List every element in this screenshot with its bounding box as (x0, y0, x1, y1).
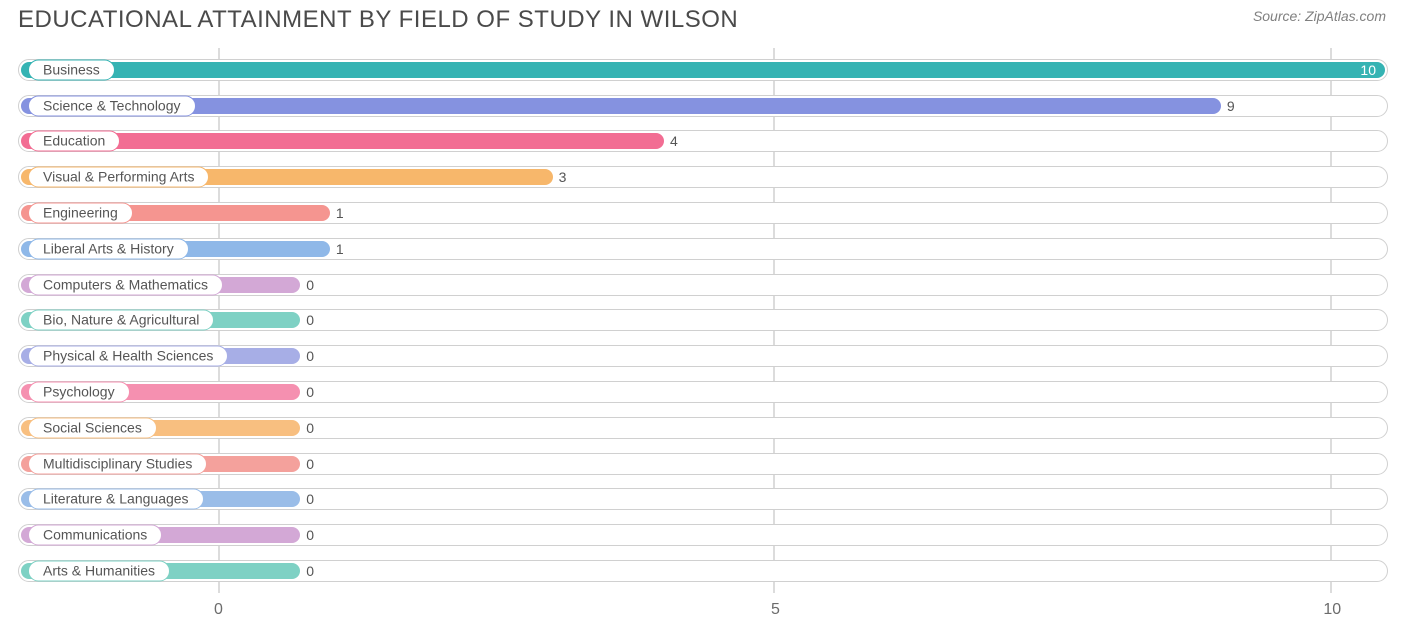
category-label: Literature & Languages (28, 489, 204, 510)
category-label: Bio, Nature & Agricultural (28, 310, 214, 331)
bar-fill (21, 62, 1385, 78)
value-label: 0 (306, 527, 314, 543)
category-label: Psychology (28, 382, 130, 403)
bar-row: Education 4 (18, 128, 1388, 154)
category-label: Science & Technology (28, 95, 196, 116)
x-tick: 0 (214, 601, 223, 619)
value-label: 0 (306, 456, 314, 472)
value-label: 0 (306, 277, 314, 293)
category-label: Liberal Arts & History (28, 238, 189, 259)
category-label: Education (28, 131, 120, 152)
value-label: 0 (306, 563, 314, 579)
bar-row: Arts & Humanities 0 (18, 558, 1388, 584)
bar-rows: Business10Science & Technology9Education… (18, 48, 1388, 593)
value-label: 1 (336, 241, 344, 257)
category-label: Physical & Health Sciences (28, 346, 228, 367)
category-label: Visual & Performing Arts (28, 167, 209, 188)
bar-row: Science & Technology 9 (18, 93, 1388, 119)
category-label: Business (28, 59, 115, 80)
bar-row: Multidisciplinary Studies 0 (18, 451, 1388, 477)
category-label: Computers & Mathematics (28, 274, 223, 295)
bar-row: Psychology 0 (18, 379, 1388, 405)
bar-row: Business 10 (18, 57, 1388, 83)
bar-row: Communications 0 (18, 522, 1388, 548)
bar-row: Literature & Languages 0 (18, 486, 1388, 512)
category-label: Engineering (28, 203, 133, 224)
value-label: 9 (1227, 98, 1235, 114)
value-label: 0 (306, 384, 314, 400)
bar-row: Social Sciences 0 (18, 415, 1388, 441)
bar-row: Visual & Performing Arts 3 (18, 164, 1388, 190)
value-label: 0 (306, 348, 314, 364)
x-tick: 10 (1323, 601, 1341, 619)
bar-row: Physical & Health Sciences 0 (18, 343, 1388, 369)
bar-row: Liberal Arts & History 1 (18, 236, 1388, 262)
value-label: 0 (306, 491, 314, 507)
bar-fill (21, 98, 1221, 114)
bar-row: Computers & Mathematics 0 (18, 272, 1388, 298)
value-label: 1 (336, 205, 344, 221)
source-attribution: Source: ZipAtlas.com (1253, 8, 1386, 24)
category-label: Communications (28, 525, 162, 546)
category-label: Multidisciplinary Studies (28, 453, 207, 474)
bar-row: Bio, Nature & Agricultural 0 (18, 307, 1388, 333)
bar-row: Engineering 1 (18, 200, 1388, 226)
value-label: 3 (559, 169, 567, 185)
value-label: 10 (1360, 62, 1376, 78)
value-label: 0 (306, 312, 314, 328)
x-tick: 5 (771, 601, 780, 619)
category-label: Arts & Humanities (28, 561, 170, 582)
chart-title: EDUCATIONAL ATTAINMENT BY FIELD OF STUDY… (18, 6, 738, 34)
category-label: Social Sciences (28, 417, 157, 438)
plot-area: Business10Science & Technology9Education… (18, 48, 1388, 593)
value-label: 4 (670, 133, 678, 149)
x-axis: 0 5 10 (18, 595, 1388, 631)
value-label: 0 (306, 420, 314, 436)
